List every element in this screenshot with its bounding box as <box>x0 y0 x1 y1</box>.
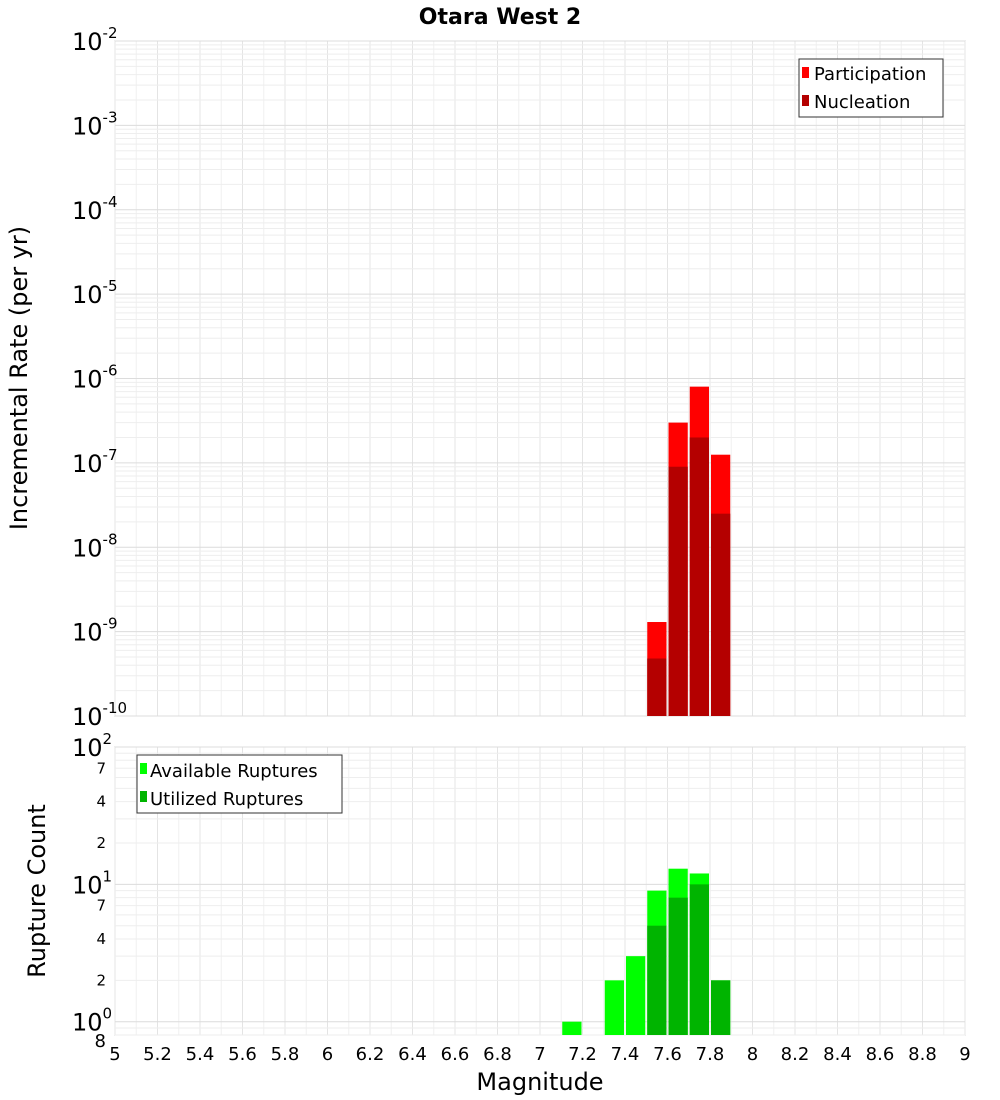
x-tick-label: 7.8 <box>696 1044 725 1065</box>
available-legend-swatch <box>140 763 147 774</box>
rate-legend: Participation Nucleation <box>798 58 944 118</box>
rate-legend-box <box>798 58 944 118</box>
x-tick-label: 7 <box>534 1044 545 1065</box>
count-y-minor-tick-label: 4 <box>96 930 106 948</box>
x-tick-label: 6.8 <box>483 1044 512 1065</box>
count-y-minor-tick-label: 7 <box>96 759 106 777</box>
rate-y-tick-label: 10-10 <box>72 699 127 731</box>
participation-legend-label: Participation <box>814 64 926 85</box>
count-bar-utilized-ruptures <box>647 925 667 1035</box>
x-tick-label: 6.4 <box>398 1044 427 1065</box>
x-tick-label: 8.8 <box>908 1044 937 1065</box>
rate-y-tick-label: 10-2 <box>72 24 118 56</box>
rate-gridlines <box>114 40 966 717</box>
count-y-minor-tick-label: 2 <box>96 971 106 989</box>
x-tick-label: 7.4 <box>611 1044 640 1065</box>
x-tick-label: 9 <box>959 1044 970 1065</box>
count-gridlines <box>114 746 966 1036</box>
rate-y-tick-label: 10-7 <box>72 446 118 478</box>
rate-y-axis-label: Incremental Rate (per yr) <box>5 226 33 530</box>
participation-legend-swatch <box>802 67 809 78</box>
count-bar-available-ruptures <box>626 956 646 1035</box>
rate-y-tick-label: 10-9 <box>72 615 118 647</box>
x-tick-label: 8.4 <box>823 1044 852 1065</box>
count-bar-utilized-ruptures <box>711 980 731 1035</box>
x-tick-label: 6.6 <box>441 1044 470 1065</box>
x-axis-ticks: 5 5.2 5.4 5.6 5.8 6 6.2 6.4 6.6 6.8 7 7.2 7.4 7.6 7.8 8… <box>109 1044 970 1065</box>
rate-y-ticks: 10-2 10-3 10-4 10-5 10-6 10-7 10-8 10-9 10-10 <box>72 24 127 731</box>
count-y-tick-label: 101 <box>72 867 112 899</box>
x-tick-label: 6 <box>322 1044 333 1065</box>
count-bar-available-ruptures <box>562 1021 582 1035</box>
count-bars <box>562 868 731 1035</box>
count-y-axis-label: Rupture Count <box>23 804 51 978</box>
count-y-minor-tick-label: 2 <box>96 834 106 852</box>
x-tick-label: 5 <box>109 1044 120 1065</box>
rate-y-tick-label: 10-3 <box>72 108 118 140</box>
rate-y-tick-label: 10-4 <box>72 193 118 225</box>
x-tick-label: 5.2 <box>143 1044 172 1065</box>
x-tick-label: 8 <box>747 1044 758 1065</box>
rate-bar-nucleation <box>647 658 667 716</box>
chart-title: Otara West 2 <box>419 5 581 30</box>
rate-y-tick-label: 10-8 <box>72 530 118 562</box>
nucleation-legend-swatch <box>802 95 809 106</box>
x-tick-label: 7.2 <box>568 1044 597 1065</box>
nucleation-legend-label: Nucleation <box>814 92 910 113</box>
rate-y-tick-label: 10-5 <box>72 277 118 309</box>
count-legend: Available Ruptures Utilized Ruptures <box>136 754 343 814</box>
available-legend-label: Available Ruptures <box>150 761 318 782</box>
x-tick-label: 6.2 <box>356 1044 385 1065</box>
x-tick-label: 5.6 <box>228 1044 257 1065</box>
x-axis-label: Magnitude <box>476 1068 603 1096</box>
x-tick-label: 8.2 <box>781 1044 810 1065</box>
count-bar-utilized-ruptures <box>668 897 688 1035</box>
x-tick-label: 5.4 <box>186 1044 215 1065</box>
count-y-ticks: 102 101 100 7 4 2 7 4 2 8 <box>72 730 112 1052</box>
rate-bar-nucleation <box>668 466 688 716</box>
count-y-minor-tick-label: 4 <box>96 793 106 811</box>
rate-bar-nucleation <box>711 513 731 716</box>
rate-bars <box>647 386 731 716</box>
rate-y-tick-label: 10-6 <box>72 362 118 394</box>
count-y-minor-tick-label: 7 <box>96 897 106 915</box>
count-bar-utilized-ruptures <box>689 884 709 1035</box>
count-y-minor-tick-label: 8 <box>95 1031 106 1052</box>
x-tick-label: 8.6 <box>866 1044 895 1065</box>
rate-bar-nucleation <box>689 437 709 716</box>
count-bar-available-ruptures <box>604 980 624 1035</box>
utilized-legend-label: Utilized Ruptures <box>150 789 303 810</box>
x-tick-label: 5.8 <box>271 1044 300 1065</box>
utilized-legend-swatch <box>140 791 147 802</box>
x-tick-label: 7.6 <box>653 1044 682 1065</box>
rate-panel: 10-2 10-3 10-4 10-5 10-6 10-7 10-8 10-9 10-10 In… <box>5 24 966 731</box>
count-panel: 102 101 100 7 4 2 7 4 2 8 Rupture Count Available… <box>23 730 966 1052</box>
count-legend-box <box>136 754 343 814</box>
count-y-tick-label: 102 <box>72 730 112 762</box>
count-y-tick-label: 100 <box>72 1005 112 1037</box>
